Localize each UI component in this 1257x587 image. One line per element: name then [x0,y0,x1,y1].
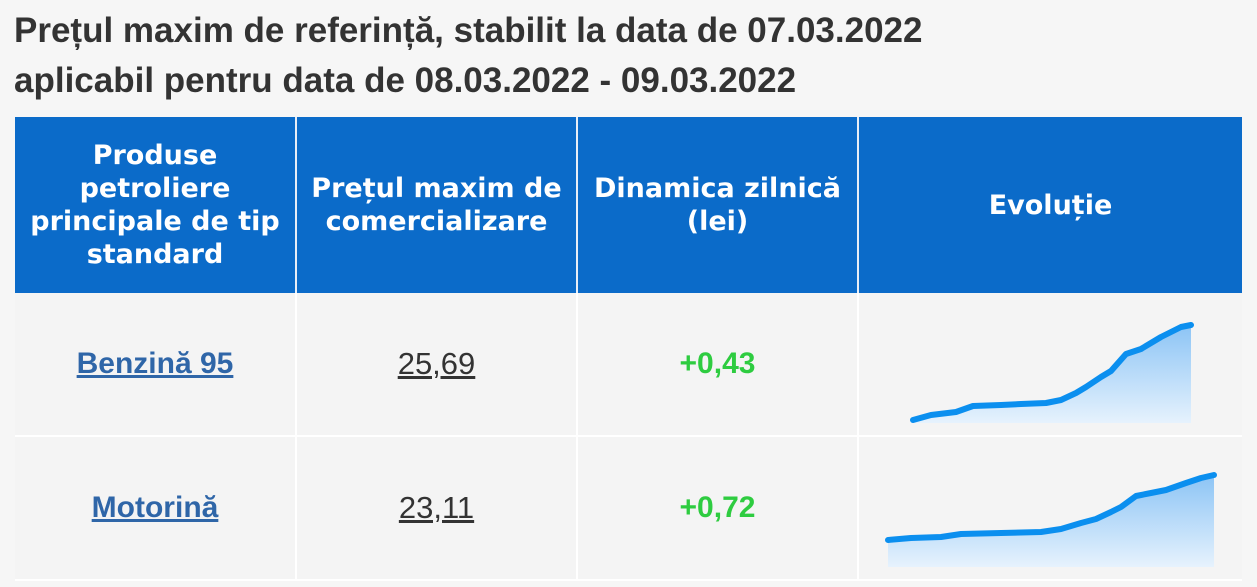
cell: +0,72 [576,437,857,581]
sparkline [910,322,1194,423]
cell: +0,43 [576,293,857,437]
column-header: Dinamica zilnică (lei) [576,117,857,293]
product-link[interactable]: Motorină [91,491,219,524]
sparkline [885,472,1217,567]
cell: 23,11 [295,437,576,581]
column-header: Evoluție [857,117,1242,293]
column-header: Produse petroliere principale de tip sta… [15,117,295,293]
price[interactable]: 25,69 [397,346,476,381]
cell: 25,69 [295,293,576,437]
sparkline-line [910,322,1194,423]
cell: Benzină 95 [15,293,295,437]
cell [857,293,1242,437]
page-title: Prețul maxim de referință, stabilit la d… [14,6,922,106]
sparkline-area [888,475,1214,567]
cell [857,437,1242,581]
sparkline-area [913,325,1191,423]
daily-change: +0,43 [679,347,756,380]
sparkline-line [885,472,1217,543]
column-header: Prețul maxim de comercializare [295,117,576,293]
cell: Motorină [15,437,295,581]
daily-change: +0,72 [679,491,756,524]
title-line: Prețul maxim de referință, stabilit la d… [14,11,923,50]
price-table: Produse petroliere principale de tip sta… [15,117,1242,581]
title-line: aplicabil pentru data de 08.03.2022 - 09… [14,61,797,100]
product-link[interactable]: Benzină 95 [76,347,234,380]
price[interactable]: 23,11 [398,490,475,525]
